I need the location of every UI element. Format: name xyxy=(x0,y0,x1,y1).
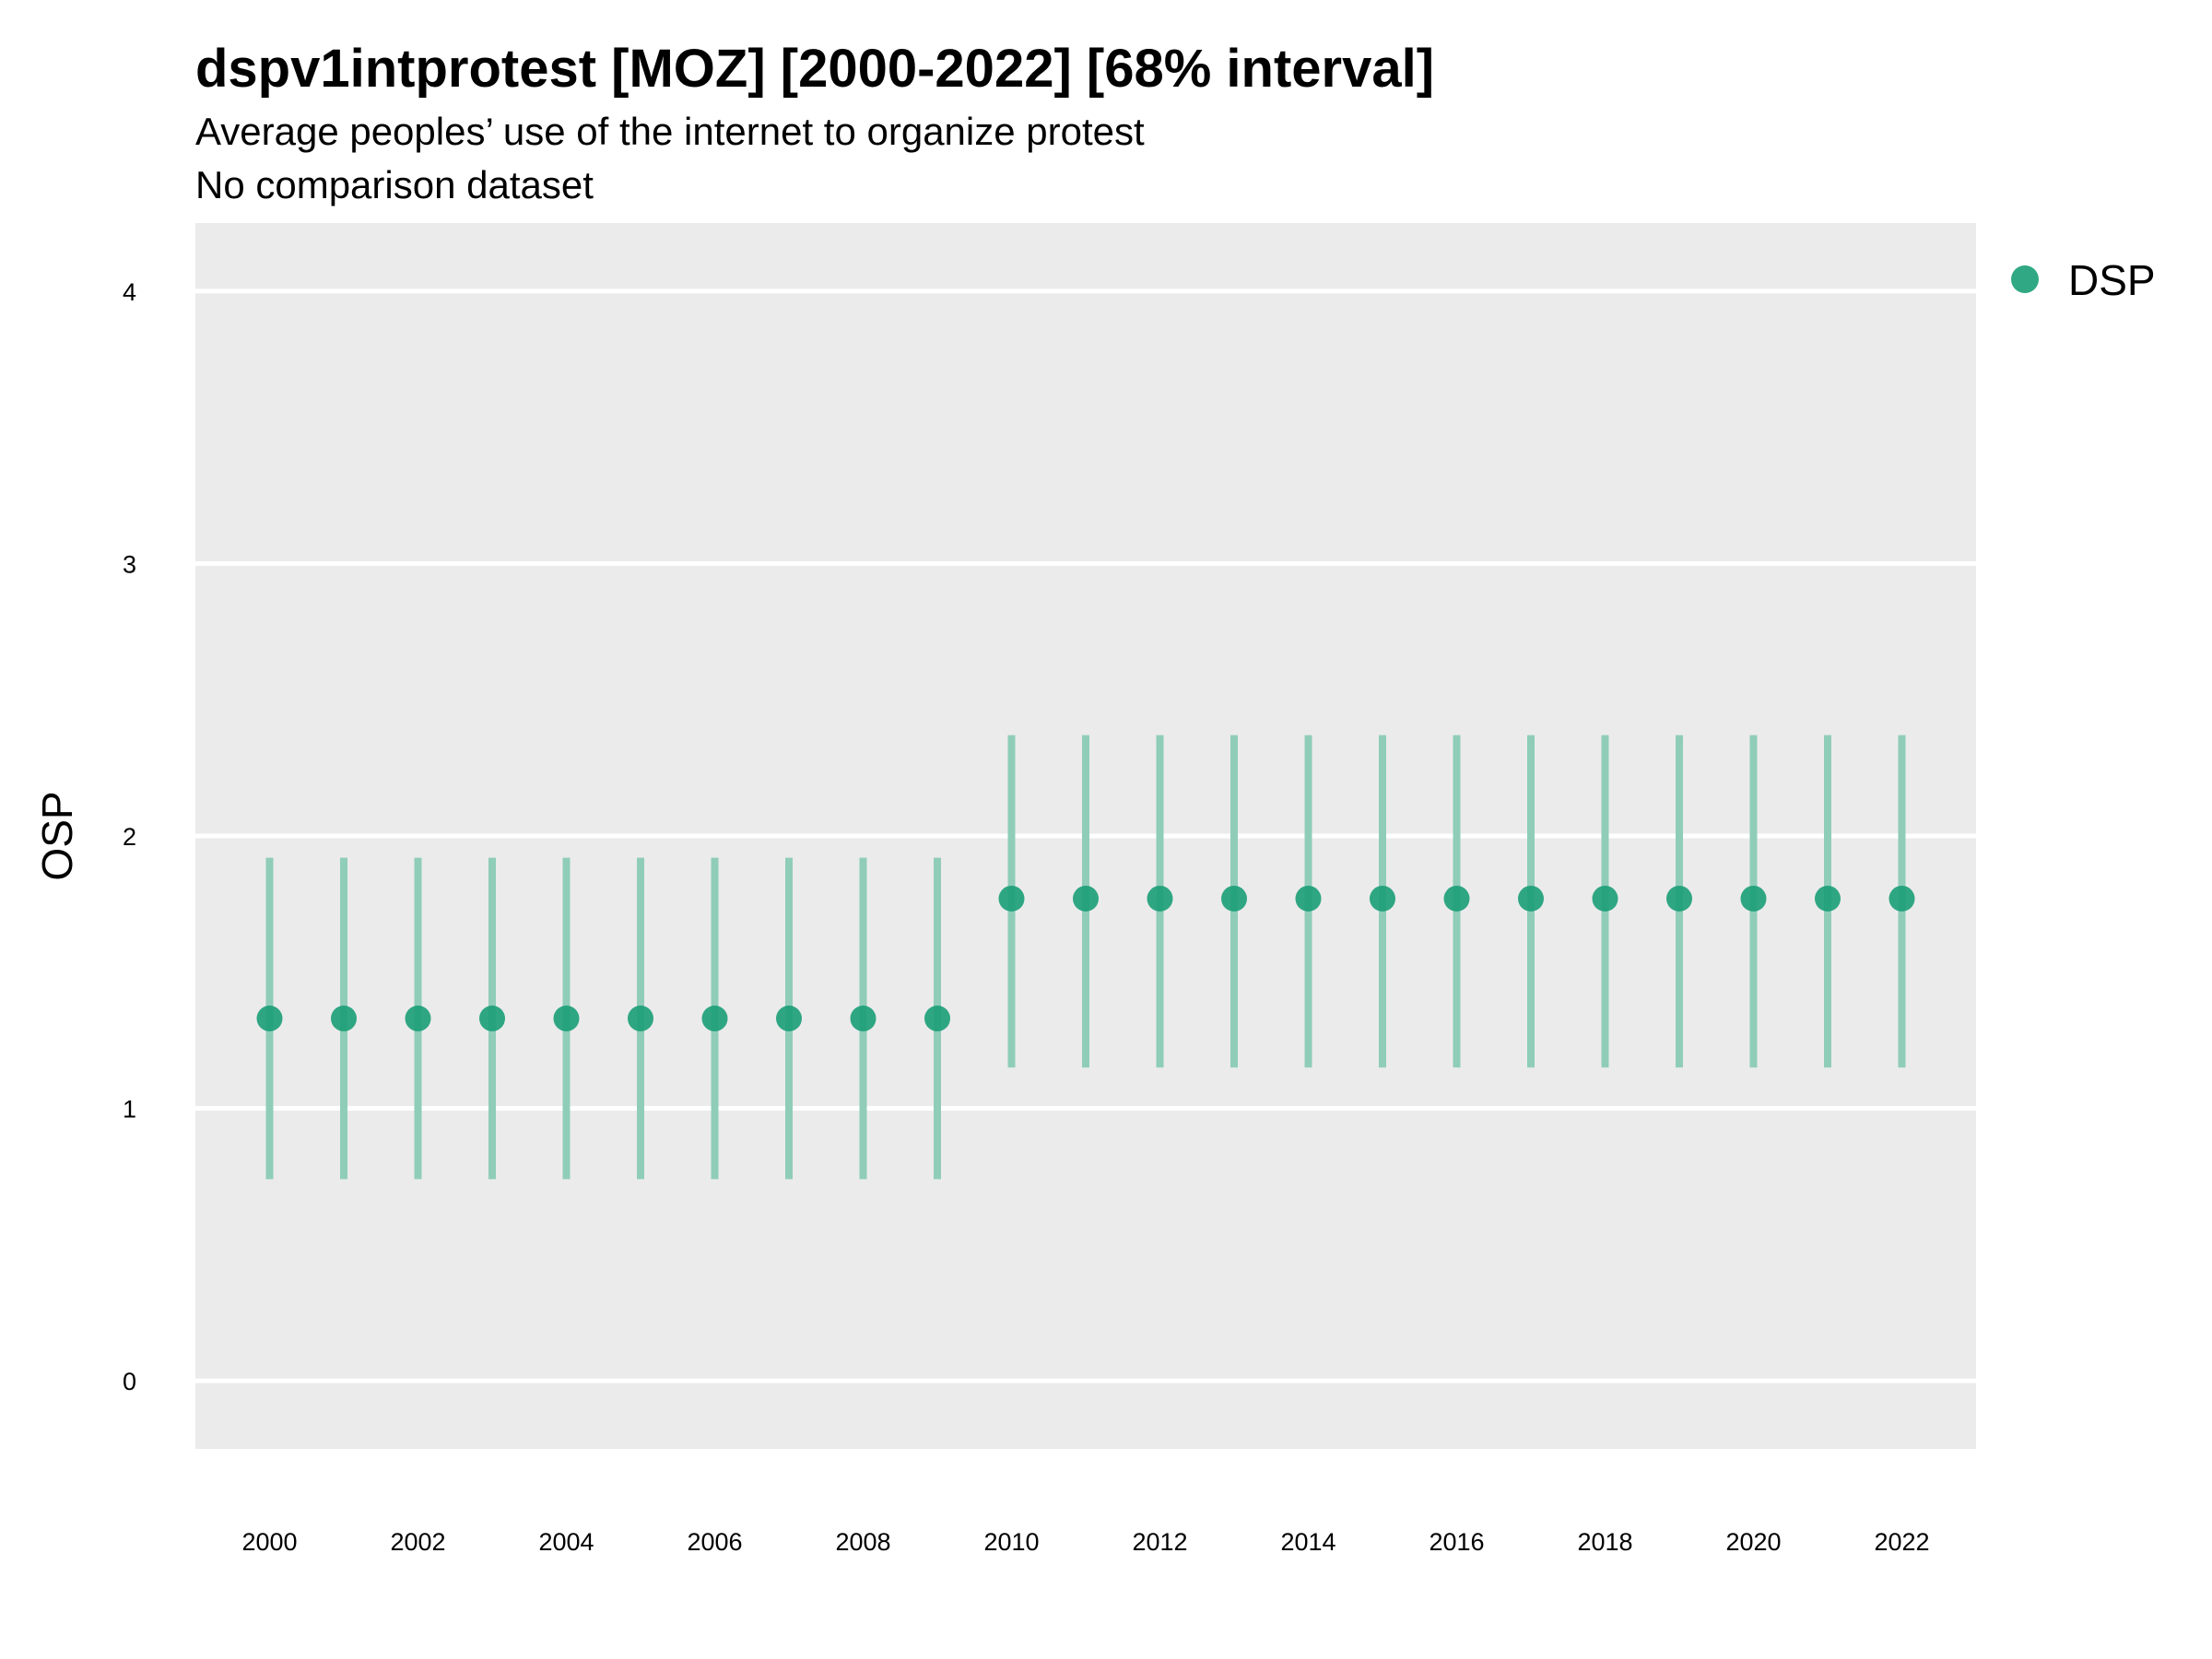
x-tick-label-2022: 2022 xyxy=(1874,1528,1929,1556)
x-tick-label-2016: 2016 xyxy=(1429,1528,1484,1556)
data-point-2004 xyxy=(553,1006,580,1032)
y-tick-labels: 0 1 2 3 4 xyxy=(123,278,136,1395)
data-point-2005 xyxy=(628,1006,653,1032)
data-point-2000 xyxy=(256,1006,283,1032)
data-point-2019 xyxy=(1666,885,1692,912)
x-tick-label-2006: 2006 xyxy=(687,1528,742,1556)
chart-caption: No comparison dataset xyxy=(195,163,594,206)
x-tick-label-2000: 2000 xyxy=(241,1528,297,1556)
data-point-2001 xyxy=(331,1006,357,1032)
data-point-2007 xyxy=(776,1006,802,1032)
y-tick-label-3: 3 xyxy=(123,550,136,578)
x-tick-label-2010: 2010 xyxy=(983,1528,1039,1556)
y-tick-label-0: 0 xyxy=(123,1368,136,1395)
data-point-2006 xyxy=(701,1006,728,1032)
data-point-2002 xyxy=(405,1006,431,1032)
data-points xyxy=(256,885,1915,1032)
y-tick-label-4: 4 xyxy=(123,278,136,306)
x-tick-label-2008: 2008 xyxy=(835,1528,890,1556)
data-point-2010 xyxy=(998,885,1025,912)
data-point-2017 xyxy=(1518,885,1544,912)
data-point-2015 xyxy=(1370,885,1395,912)
x-tick-label-2014: 2014 xyxy=(1280,1528,1335,1556)
data-point-2012 xyxy=(1147,885,1173,912)
x-tick-label-2020: 2020 xyxy=(1725,1528,1781,1556)
data-point-2020 xyxy=(1740,885,1767,912)
data-point-2022 xyxy=(1888,885,1915,912)
legend: DSP xyxy=(2011,256,2156,304)
data-point-2021 xyxy=(1815,885,1841,912)
chart-title: dspv1intprotest [MOZ] [2000-2022] [68% i… xyxy=(195,39,1434,99)
x-tick-label-2012: 2012 xyxy=(1132,1528,1187,1556)
y-tick-label-2: 2 xyxy=(123,823,136,851)
x-tick-label-2018: 2018 xyxy=(1577,1528,1632,1556)
data-point-2008 xyxy=(850,1006,877,1032)
y-tick-label-1: 1 xyxy=(123,1096,136,1124)
data-point-2016 xyxy=(1443,885,1470,912)
data-point-2013 xyxy=(1221,885,1247,912)
data-point-2009 xyxy=(924,1006,950,1032)
x-tick-label-2002: 2002 xyxy=(390,1528,445,1556)
x-tick-labels: 2000 2002 2004 2006 2008 2010 2012 2014 2016 2018… xyxy=(241,1528,1929,1556)
data-point-2018 xyxy=(1592,885,1618,912)
x-tick-label-2004: 2004 xyxy=(538,1528,594,1556)
legend-label-dsp: DSP xyxy=(2068,256,2156,304)
legend-marker-dsp xyxy=(2011,265,2039,293)
y-axis-title: OSP xyxy=(33,791,81,880)
data-point-2014 xyxy=(1295,885,1322,912)
data-point-2011 xyxy=(1073,885,1099,912)
data-point-2003 xyxy=(479,1006,505,1032)
chart-subtitle: Average peoples’ use of the internet to … xyxy=(195,110,1145,153)
